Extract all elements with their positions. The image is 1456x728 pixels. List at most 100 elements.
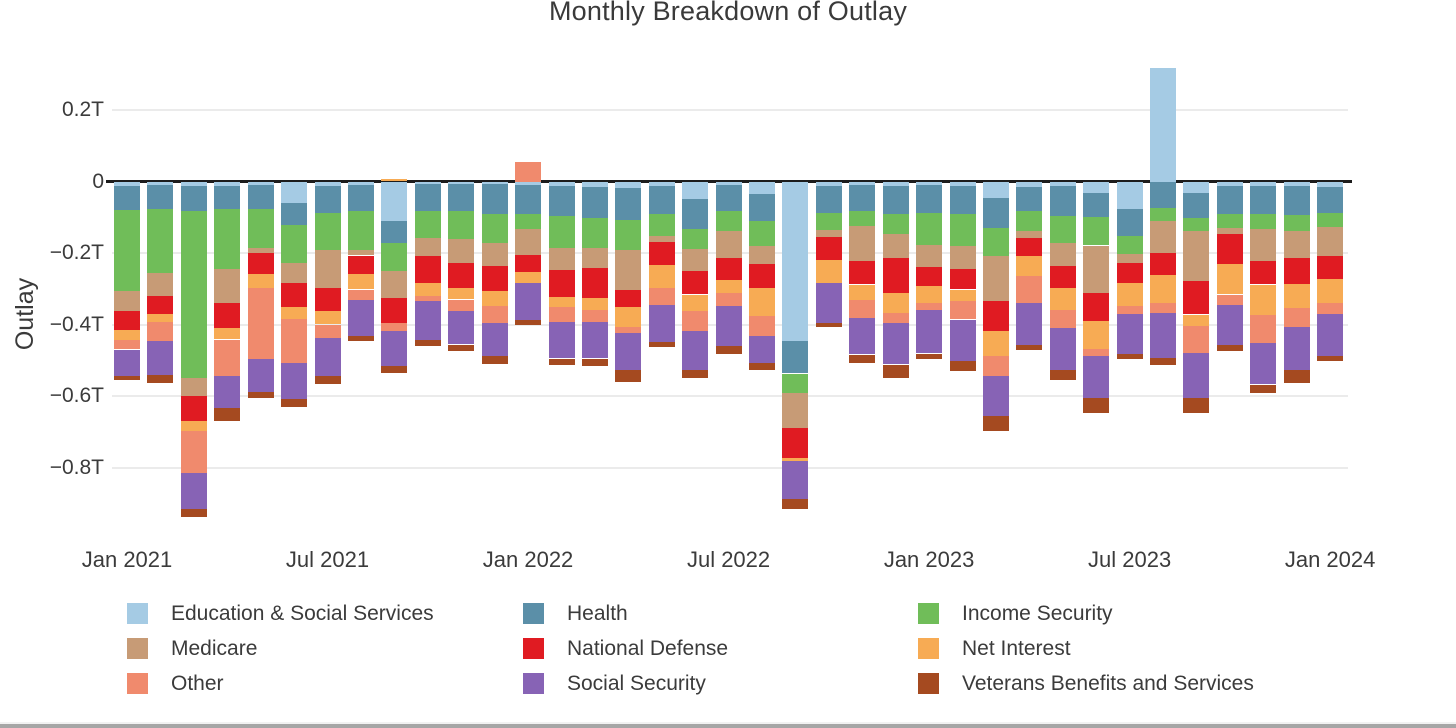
bar-segment[interactable] <box>381 298 408 323</box>
bar-segment[interactable] <box>615 249 642 290</box>
bar-segment[interactable] <box>782 499 809 510</box>
bar-segment[interactable] <box>114 349 140 376</box>
bar-segment[interactable] <box>414 238 441 257</box>
bar-segment[interactable] <box>782 181 809 342</box>
bar-segment[interactable] <box>1049 186 1076 217</box>
bar-segment[interactable] <box>214 327 241 340</box>
bar-segment[interactable] <box>548 306 575 322</box>
bar-segment[interactable] <box>448 311 475 345</box>
bar-segment[interactable] <box>682 331 709 370</box>
bar-segment[interactable] <box>648 236 675 243</box>
bar-segment[interactable] <box>114 311 140 331</box>
bar-segment[interactable] <box>281 263 308 283</box>
bar-segment[interactable] <box>114 375 140 381</box>
bar-segment[interactable] <box>1116 305 1143 315</box>
bar-segment[interactable] <box>916 303 943 311</box>
bar-segment[interactable] <box>581 248 608 268</box>
bar-segment[interactable] <box>381 181 408 222</box>
bar-segment[interactable] <box>949 319 976 362</box>
bar-segment[interactable] <box>982 181 1009 198</box>
bar-segment[interactable] <box>481 181 508 185</box>
bar-segment[interactable] <box>949 246 976 270</box>
bar-segment[interactable] <box>782 457 809 461</box>
bar-segment[interactable] <box>147 314 174 323</box>
bar-segment[interactable] <box>1083 181 1110 193</box>
bar-segment[interactable] <box>1216 344 1243 352</box>
bar-segment[interactable] <box>347 336 374 342</box>
bar-segment[interactable] <box>1083 320 1110 350</box>
bar-segment[interactable] <box>815 186 842 213</box>
bar-segment[interactable] <box>882 292 909 313</box>
bar-segment[interactable] <box>916 310 943 354</box>
bar-segment[interactable] <box>147 272 174 296</box>
bar-segment[interactable] <box>1250 384 1277 393</box>
bar-segment[interactable] <box>782 427 809 458</box>
bar-segment[interactable] <box>1116 236 1143 255</box>
bar-segment[interactable] <box>347 250 374 256</box>
bar-segment[interactable] <box>648 264 675 288</box>
bar-segment[interactable] <box>1016 238 1043 257</box>
bar-segment[interactable] <box>648 288 675 305</box>
bar-segment[interactable] <box>180 396 207 421</box>
bar-segment[interactable] <box>715 258 742 280</box>
bar-segment[interactable] <box>1116 354 1143 360</box>
bar-segment[interactable] <box>548 216 575 248</box>
bar-segment[interactable] <box>715 293 742 307</box>
bar-segment[interactable] <box>247 252 274 275</box>
bar-segment[interactable] <box>147 208 174 273</box>
bar-segment[interactable] <box>314 311 341 325</box>
bar-segment[interactable] <box>481 290 508 306</box>
bar-segment[interactable] <box>147 185 174 209</box>
bar-segment[interactable] <box>381 221 408 243</box>
bar-segment[interactable] <box>916 181 943 186</box>
bar-segment[interactable] <box>314 213 341 250</box>
bar-segment[interactable] <box>1083 356 1110 398</box>
bar-segment[interactable] <box>1183 326 1210 354</box>
bar-segment[interactable] <box>1317 356 1344 362</box>
bar-segment[interactable] <box>1049 369 1076 380</box>
bar-segment[interactable] <box>180 186 207 212</box>
bar-segment[interactable] <box>414 301 441 340</box>
bar-segment[interactable] <box>682 271 709 295</box>
bar-segment[interactable] <box>916 213 943 245</box>
bar-segment[interactable] <box>1283 327 1310 370</box>
bar-segment[interactable] <box>314 249 341 289</box>
bar-segment[interactable] <box>347 181 374 186</box>
bar-segment[interactable] <box>749 221 775 247</box>
bar-segment[interactable] <box>381 271 408 298</box>
bar-segment[interactable] <box>916 185 943 213</box>
bar-segment[interactable] <box>1183 281 1210 315</box>
bar-segment[interactable] <box>615 187 642 220</box>
bar-segment[interactable] <box>1250 214 1277 230</box>
bar-segment[interactable] <box>1083 349 1110 356</box>
bar-segment[interactable] <box>648 341 675 347</box>
bar-segment[interactable] <box>749 264 775 288</box>
bar-segment[interactable] <box>481 305 508 323</box>
bar-segment[interactable] <box>180 509 207 518</box>
bar-segment[interactable] <box>782 373 809 393</box>
bar-segment[interactable] <box>515 229 541 256</box>
bar-segment[interactable] <box>214 181 241 187</box>
bar-segment[interactable] <box>247 247 274 253</box>
bar-segment[interactable] <box>615 326 642 334</box>
bar-segment[interactable] <box>682 311 709 332</box>
bar-segment[interactable] <box>949 214 976 247</box>
bar-segment[interactable] <box>949 361 976 372</box>
bar-segment[interactable] <box>180 472 207 510</box>
bar-segment[interactable] <box>615 181 642 188</box>
bar-segment[interactable] <box>114 210 140 292</box>
bar-segment[interactable] <box>1183 314 1210 327</box>
bar-segment[interactable] <box>281 282 308 307</box>
bar-segment[interactable] <box>347 299 374 337</box>
bar-segment[interactable] <box>782 461 809 500</box>
bar-segment[interactable] <box>448 181 475 185</box>
bar-segment[interactable] <box>782 341 809 374</box>
bar-segment[interactable] <box>815 213 842 230</box>
bar-segment[interactable] <box>916 244 943 267</box>
bar-segment[interactable] <box>1049 309 1076 328</box>
bar-segment[interactable] <box>548 321 575 359</box>
bar-segment[interactable] <box>247 185 274 210</box>
bar-segment[interactable] <box>548 186 575 217</box>
bar-segment[interactable] <box>1049 181 1076 187</box>
bar-segment[interactable] <box>815 236 842 260</box>
